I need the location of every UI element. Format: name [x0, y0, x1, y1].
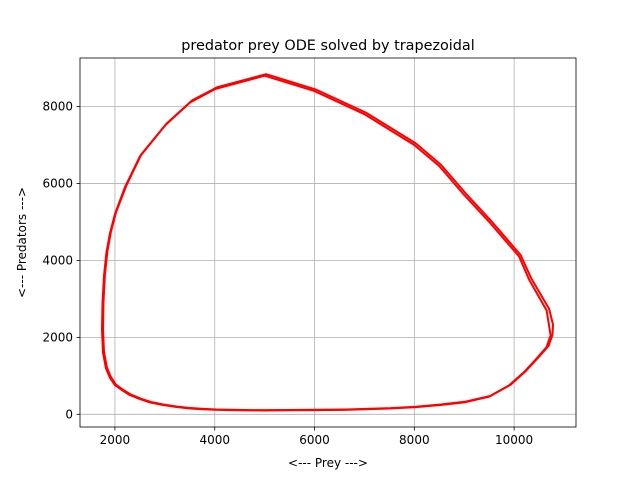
- axis-ticks: 2000 4000 6000 8000 10000 0 2000 4000 6000 8000: [42, 99, 533, 447]
- x-tick-label: 2000: [100, 433, 131, 447]
- y-tick-label: 2000: [42, 330, 73, 344]
- x-tick-label: 6000: [299, 433, 330, 447]
- series-lines: [101, 73, 554, 412]
- x-tick-label: 10000: [495, 433, 533, 447]
- series-line: [102, 73, 554, 412]
- x-tick-label: 8000: [399, 433, 430, 447]
- y-tick-label: 4000: [42, 253, 73, 267]
- x-axis-label: <--- Prey --->: [288, 456, 368, 470]
- x-tick-label: 4000: [199, 433, 230, 447]
- y-tick-label: 8000: [42, 99, 73, 113]
- plot-frame: [79, 57, 577, 428]
- y-tick-label: 6000: [42, 176, 73, 190]
- y-axis-label: <--- Predators --->: [15, 187, 29, 298]
- y-tick-label: 0: [65, 407, 73, 421]
- chart-title: predator prey ODE solved by trapezoidal: [181, 38, 475, 54]
- grid-lines: [80, 58, 576, 427]
